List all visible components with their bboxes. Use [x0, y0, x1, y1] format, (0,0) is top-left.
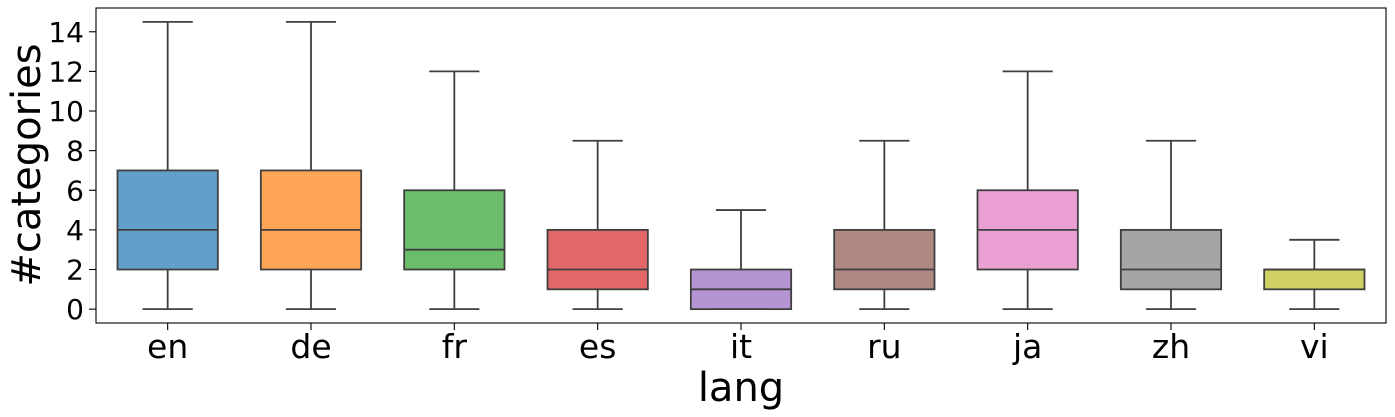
x-tick-label-it: it — [730, 327, 752, 366]
y-tick-label-6: 6 — [66, 174, 84, 207]
x-tick-label-ja: ja — [1012, 327, 1042, 366]
y-axis: 0 2 4 6 8 10 12 14 — [48, 16, 96, 326]
x-tick-label-es: es — [579, 327, 617, 366]
box-body-fr — [403, 189, 506, 271]
box-fr — [403, 70, 506, 311]
y-tick-label-8: 8 — [66, 135, 84, 168]
x-axis: en de fr es it ru ja zh vi — [147, 323, 1329, 366]
x-tick-label-ru: ru — [867, 327, 901, 366]
y-tick-label-14: 14 — [48, 16, 84, 49]
plot-area — [116, 20, 1366, 311]
box-ja — [976, 70, 1079, 311]
y-tick-label-4: 4 — [66, 214, 84, 247]
y-tick-label-12: 12 — [48, 55, 84, 88]
box-body-de — [259, 169, 363, 271]
box-ru — [833, 139, 936, 311]
box-body-vi — [1263, 268, 1366, 291]
box-body-ru — [833, 228, 936, 291]
y-axis-title: #categories — [4, 43, 50, 286]
box-body-en — [116, 169, 219, 271]
x-axis-title: lang — [698, 365, 784, 411]
y-tick-label-2: 2 — [66, 254, 84, 287]
x-tick-label-en: en — [147, 327, 188, 366]
y-tick-label-0: 0 — [66, 293, 84, 326]
box-body-zh — [1119, 228, 1223, 291]
box-en — [116, 20, 219, 311]
y-tick-label-10: 10 — [48, 95, 84, 128]
box-es — [546, 139, 649, 311]
x-tick-label-de: de — [290, 327, 331, 366]
box-it — [689, 209, 793, 311]
x-tick-label-vi: vi — [1300, 327, 1329, 366]
box-vi — [1263, 238, 1366, 311]
box-de — [259, 20, 363, 311]
x-tick-label-zh: zh — [1152, 327, 1190, 366]
x-tick-label-fr: fr — [442, 327, 468, 366]
box-body-es — [546, 228, 649, 291]
box-zh — [1119, 139, 1223, 311]
